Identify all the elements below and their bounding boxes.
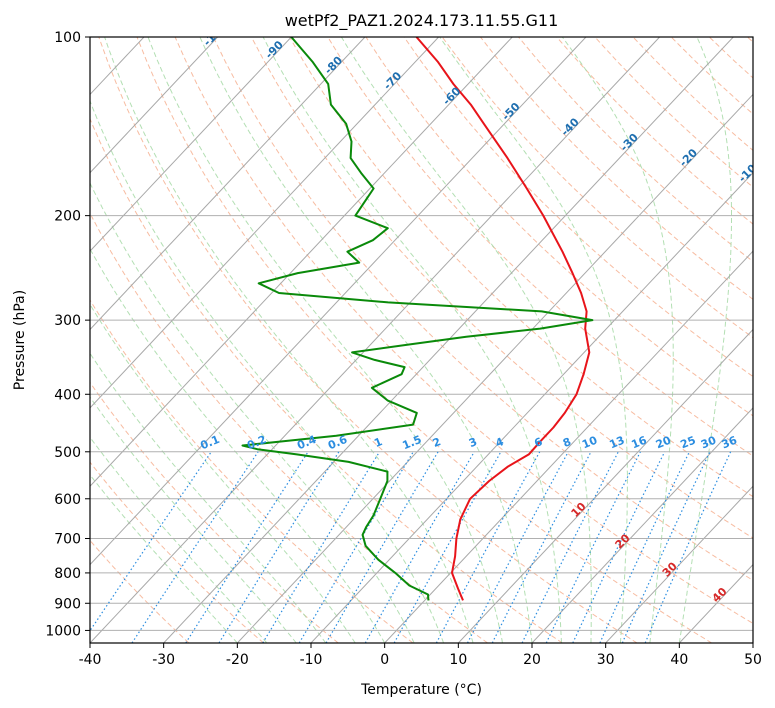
y-tick-label: 300 bbox=[54, 313, 81, 329]
x-tick-label: 30 bbox=[597, 652, 615, 668]
isotherm-line bbox=[90, 37, 513, 487]
x-tick-label: -40 bbox=[79, 652, 102, 668]
mixing-ratio-line bbox=[521, 451, 619, 643]
y-tick-label: 100 bbox=[54, 30, 81, 46]
mixing-ratio-line bbox=[644, 451, 732, 643]
mixing-ratio-label: 1 bbox=[372, 435, 384, 450]
moist-adiabat-line bbox=[104, 37, 474, 643]
x-tick-label: 0 bbox=[380, 652, 389, 668]
x-axis-label: Temperature (°C) bbox=[360, 682, 482, 698]
moist-adiabat-line bbox=[90, 436, 268, 643]
x-tick-label: 10 bbox=[449, 652, 467, 668]
dry-adiabat-line bbox=[90, 461, 264, 643]
dry-adiabat-line bbox=[327, 37, 753, 457]
x-tick-label: 20 bbox=[523, 652, 541, 668]
moist-adiabat-line bbox=[90, 247, 386, 643]
isotherm-line bbox=[90, 37, 587, 566]
isotherm-line bbox=[90, 37, 661, 643]
mixing-ratio-label: 3 bbox=[467, 435, 479, 450]
y-tick-label: 900 bbox=[54, 596, 81, 612]
mixing-ratio-label: 13 bbox=[607, 434, 626, 452]
y-tick-label: 200 bbox=[54, 209, 81, 225]
isotherm-line bbox=[90, 37, 440, 409]
mixing-ratio-label: 20 bbox=[654, 434, 673, 452]
mixing-ratio-label: 10 bbox=[580, 434, 599, 452]
mixing-ratio-line bbox=[466, 451, 569, 643]
mixing-ratio-line bbox=[90, 451, 212, 632]
dry-adiabat-line bbox=[289, 37, 753, 498]
dewpoint-profile-line bbox=[241, 37, 594, 601]
y-tick-label: 700 bbox=[54, 532, 81, 548]
mixing-ratio-line bbox=[393, 451, 502, 643]
isotherm-line bbox=[90, 37, 366, 331]
mixing-ratio-label: 36 bbox=[720, 434, 739, 452]
x-tick-label: -20 bbox=[226, 652, 249, 668]
moist-adiabat-line bbox=[90, 303, 356, 643]
y-tick-label: 400 bbox=[54, 387, 81, 403]
moist-adiabat-line bbox=[439, 37, 628, 643]
x-tick-label: -10 bbox=[300, 652, 323, 668]
mixing-ratio-line bbox=[185, 451, 309, 643]
mixing-ratio-label: 16 bbox=[630, 434, 649, 452]
mixing-ratio-line bbox=[131, 451, 259, 643]
y-tick-label: 800 bbox=[54, 566, 81, 582]
moist-adiabat-line bbox=[340, 37, 592, 643]
isotherm-line bbox=[90, 37, 292, 252]
dry-adiabat-line bbox=[212, 37, 753, 581]
moist-adiabat-line bbox=[90, 352, 327, 643]
isotherm-label: -100 bbox=[201, 20, 230, 49]
y-tick-label: 1000 bbox=[45, 623, 81, 639]
isotherm-line bbox=[90, 37, 219, 174]
moist-adiabat-line bbox=[90, 99, 445, 643]
mixing-ratio-line bbox=[545, 451, 641, 643]
moist-adiabat-line bbox=[561, 37, 674, 643]
x-tick-label: -30 bbox=[152, 652, 175, 668]
y-tick-label: 500 bbox=[54, 445, 81, 461]
isotherm-line bbox=[236, 93, 753, 643]
mixing-ratio-label: 30 bbox=[699, 434, 718, 452]
dry-adiabat-line bbox=[90, 117, 563, 643]
mixing-ratio-label: 25 bbox=[679, 434, 698, 452]
y-tick-label: 600 bbox=[54, 492, 81, 508]
moist-adiabat-line bbox=[678, 37, 732, 643]
mixing-ratio-line bbox=[262, 451, 381, 643]
moist-adiabat-line bbox=[90, 181, 415, 643]
temperature-profile-line bbox=[415, 37, 591, 601]
isotherm-line bbox=[531, 407, 753, 643]
moist-adiabat-line bbox=[147, 37, 503, 643]
isotherm-line bbox=[457, 328, 753, 643]
isotherm-line bbox=[384, 250, 753, 643]
moist-adiabat-line bbox=[262, 37, 562, 643]
mixing-ratio-line bbox=[218, 451, 340, 643]
dry-adiabat-line bbox=[90, 539, 190, 643]
dry-adiabat-line bbox=[441, 37, 753, 339]
mixing-ratio-label: 8 bbox=[561, 435, 573, 450]
x-tick-label: 50 bbox=[744, 652, 762, 668]
isotherm-line bbox=[605, 485, 753, 643]
isotherm-line bbox=[310, 172, 753, 643]
dry-adiabat-line bbox=[136, 37, 712, 643]
mixing-ratio-label: 2 bbox=[431, 435, 443, 450]
chart-title: wetPf2_PAZ1.2024.173.11.55.G11 bbox=[285, 11, 559, 31]
dry-adiabat-line bbox=[403, 37, 753, 378]
dry-adiabat-line bbox=[174, 37, 753, 625]
y-axis-label: Pressure (hPa) bbox=[12, 290, 28, 390]
x-tick-label: 40 bbox=[670, 652, 688, 668]
dry-adiabat-line bbox=[90, 212, 488, 643]
moist-adiabat-line bbox=[90, 474, 238, 643]
plot-frame bbox=[89, 36, 754, 644]
mixing-ratio-line bbox=[435, 451, 541, 643]
dry-adiabat-line bbox=[98, 37, 638, 643]
